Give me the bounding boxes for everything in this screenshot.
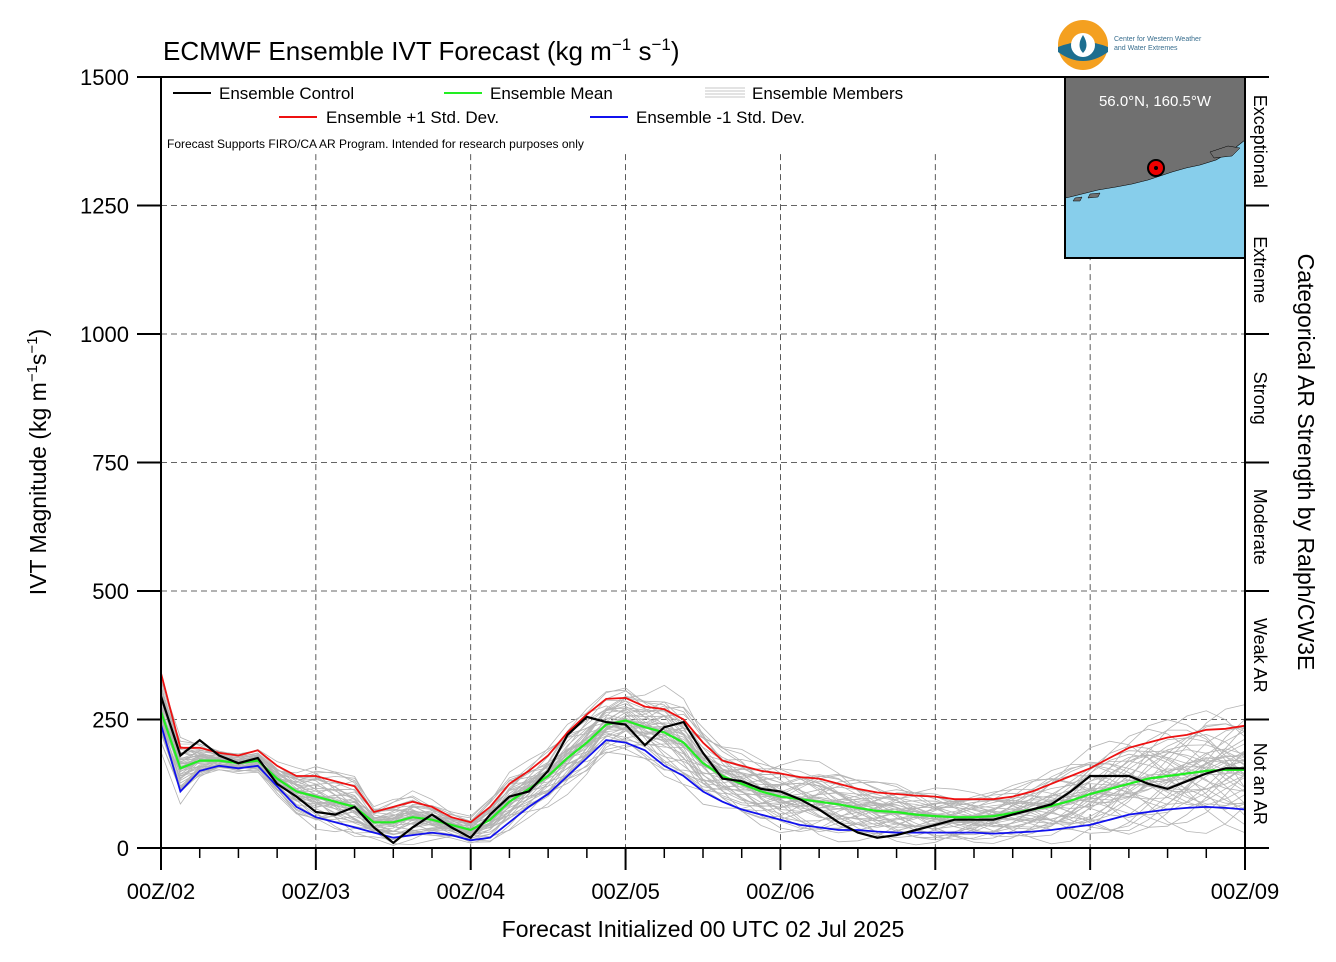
category-label: Strong bbox=[1250, 372, 1270, 425]
logo-text-line1: Center for Western Weather bbox=[1114, 36, 1202, 43]
x-tick-label: 00Z/05 bbox=[591, 879, 660, 904]
legend-swatch-members bbox=[705, 87, 745, 98]
series-line-ensemble-control bbox=[159, 696, 1245, 845]
ensemble-member-line bbox=[160, 703, 1246, 826]
grid-lines bbox=[161, 154, 1245, 848]
location-inset-map: 56.0°N, 160.5°W bbox=[1064, 76, 1246, 259]
ensemble-lines bbox=[159, 672, 1246, 845]
legend-label-minus-std: Ensemble -1 Std. Dev. bbox=[636, 108, 805, 127]
y-tick-label: 500 bbox=[92, 579, 129, 604]
inset-location-label: 56.0°N, 160.5°W bbox=[1099, 93, 1212, 110]
x-tick-label: 00Z/04 bbox=[436, 879, 505, 904]
category-label: Extreme bbox=[1250, 236, 1270, 303]
ensemble-member-line bbox=[160, 706, 1246, 846]
ensemble-member-line bbox=[160, 715, 1246, 838]
ar-categories: Not an AR Weak AR Moderate Strong Extreme Exc… bbox=[1245, 76, 1270, 849]
y-tick-label: 1000 bbox=[80, 322, 129, 347]
ensemble-member-line bbox=[160, 704, 1246, 833]
right-axis-label: Categorical AR Strength by Ralph/CW3E bbox=[1293, 254, 1319, 671]
y-axis-ticks: 0 250 500 750 1000 1250 1500 bbox=[80, 65, 161, 861]
ensemble-member-line bbox=[160, 725, 1246, 834]
disclaimer-note: Forecast Supports FIRO/CA AR Program. In… bbox=[167, 137, 584, 151]
ensemble-member-line bbox=[160, 708, 1246, 829]
legend-label-members: Ensemble Members bbox=[752, 84, 903, 103]
ensemble-member-line bbox=[160, 718, 1246, 835]
logo-text-line2: and Water Extremes bbox=[1114, 45, 1178, 52]
y-tick-label: 750 bbox=[92, 451, 129, 476]
x-axis-ticks: 00Z/02 00Z/03 00Z/04 00Z/05 00Z/06 00Z/07 00Z/… bbox=[127, 848, 1280, 904]
x-tick-label: 00Z/08 bbox=[1056, 879, 1125, 904]
category-label: Weak AR bbox=[1250, 618, 1270, 693]
y-tick-label: 1250 bbox=[80, 194, 129, 219]
ensemble-member-line bbox=[160, 684, 1246, 844]
legend-label-control: Ensemble Control bbox=[219, 84, 354, 103]
legend-label-mean: Ensemble Mean bbox=[490, 84, 613, 103]
series-line-ensemble-1-std-dev- bbox=[160, 672, 1246, 824]
legend-label-plus-std: Ensemble +1 Std. Dev. bbox=[326, 108, 499, 127]
logo-drop-icon bbox=[1079, 35, 1087, 53]
category-label: Not an AR bbox=[1250, 743, 1270, 825]
ensemble-member-line bbox=[160, 684, 1246, 839]
chart-title: ECMWF Ensemble IVT Forecast (kg m−1 s−1) bbox=[163, 35, 680, 66]
ensemble-member-line bbox=[160, 695, 1246, 841]
category-label: Moderate bbox=[1250, 489, 1270, 565]
ensemble-member-line bbox=[160, 705, 1246, 835]
series-line-ensemble-mean bbox=[159, 711, 1245, 832]
x-tick-label: 00Z/02 bbox=[127, 879, 196, 904]
y-tick-label: 250 bbox=[92, 708, 129, 733]
ensemble-member-line bbox=[160, 708, 1246, 832]
x-tick-label: 00Z/09 bbox=[1211, 879, 1280, 904]
y-tick-label: 0 bbox=[117, 836, 129, 861]
x-tick-label: 00Z/07 bbox=[901, 879, 970, 904]
x-axis-label: Forecast Initialized 00 UTC 02 Jul 2025 bbox=[502, 916, 905, 942]
y-tick-label: 1500 bbox=[80, 65, 129, 90]
ensemble-member-line bbox=[160, 686, 1246, 836]
location-marker-center-icon bbox=[1154, 166, 1158, 170]
ensemble-member-line bbox=[160, 697, 1246, 834]
inset-land-islands bbox=[1072, 145, 1241, 202]
x-tick-label: 00Z/03 bbox=[282, 879, 351, 904]
category-label: Exceptional bbox=[1250, 95, 1270, 188]
legend: Ensemble Control Ensemble Mean Ensemble … bbox=[167, 84, 903, 151]
ensemble-member-line bbox=[160, 730, 1246, 830]
y-axis-label: IVT Magnitude (kg m−1s−1) bbox=[24, 329, 51, 595]
ensemble-member-line bbox=[160, 704, 1246, 846]
cw3e-logo: Center for Western Weather and Water Ext… bbox=[1058, 20, 1202, 70]
ensemble-member-line bbox=[160, 730, 1246, 827]
x-tick-label: 00Z/06 bbox=[746, 879, 815, 904]
series-line-ensemble-1-std-dev- bbox=[160, 724, 1246, 842]
inset-border bbox=[1064, 76, 1246, 259]
